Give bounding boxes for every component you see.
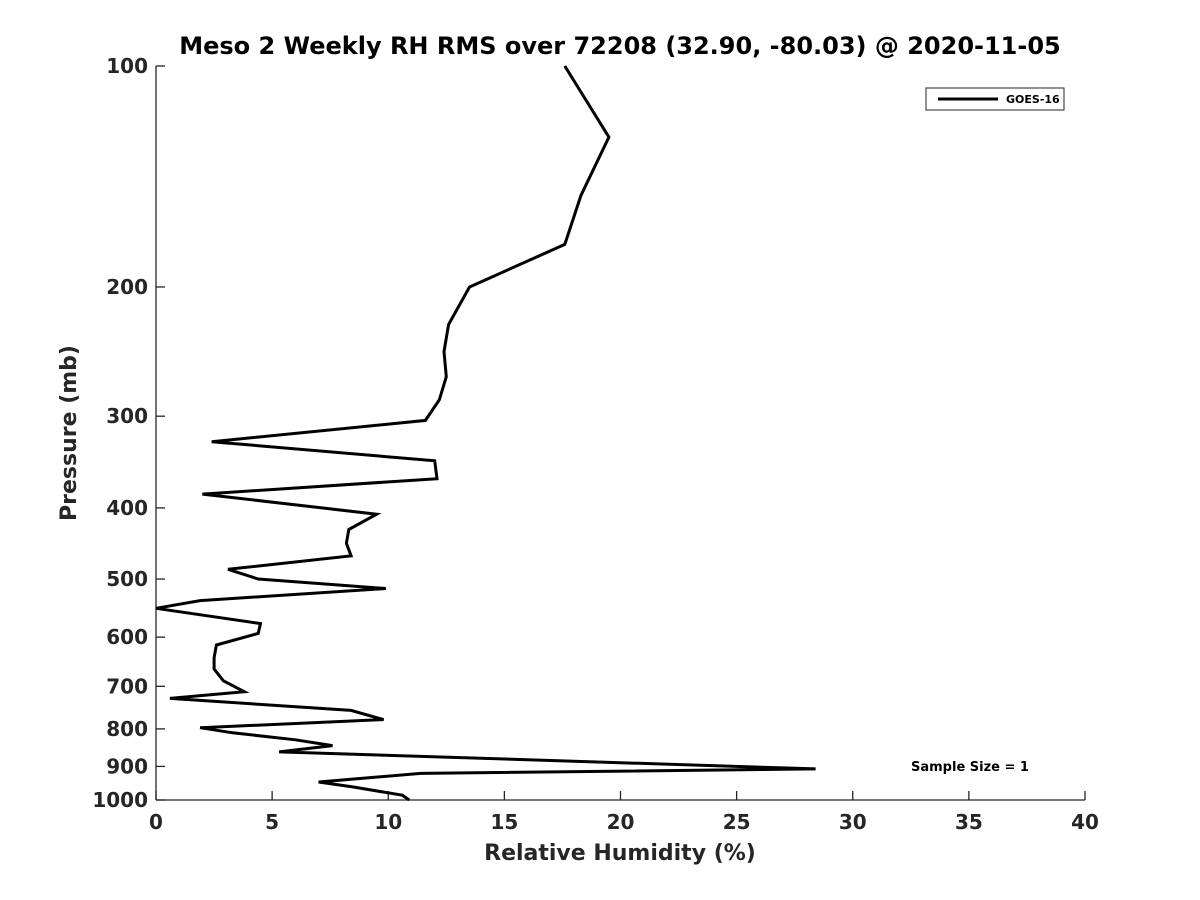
- y-tick-label: 200: [106, 275, 148, 299]
- x-tick-label: 0: [149, 810, 163, 834]
- x-axis-ticks: 0 5 10 15 20 25 30 35 40: [149, 791, 1099, 834]
- y-tick-label: 300: [106, 404, 148, 428]
- x-tick-label: 15: [490, 810, 518, 834]
- legend: GOES-16: [925, 87, 1065, 111]
- x-tick-label: 25: [723, 810, 751, 834]
- x-tick-label: 40: [1071, 810, 1099, 834]
- y-tick-label: 100: [106, 54, 148, 78]
- x-tick-label: 30: [839, 810, 867, 834]
- x-axis-label: Relative Humidity (%): [484, 841, 756, 866]
- y-tick-label: 600: [106, 625, 148, 649]
- sample-size-annotation: Sample Size = 1: [911, 760, 1029, 775]
- series-line-goes-16: [155, 65, 816, 802]
- y-axis-label: Pressure (mb): [57, 345, 82, 521]
- y-tick-label: 1000: [92, 788, 148, 812]
- x-tick-label: 10: [374, 810, 402, 834]
- legend-label: GOES-16: [1006, 93, 1060, 106]
- y-tick-label: 900: [106, 754, 148, 778]
- y-tick-label: 400: [106, 496, 148, 520]
- x-tick-label: 20: [607, 810, 635, 834]
- x-tick-label: 5: [265, 810, 279, 834]
- y-tick-label: 500: [106, 567, 148, 591]
- x-tick-label: 35: [955, 810, 983, 834]
- y-tick-label: 800: [106, 717, 148, 741]
- y-tick-label: 700: [106, 674, 148, 698]
- chart-title: Meso 2 Weekly RH RMS over 72208 (32.90, …: [179, 32, 1061, 60]
- y-axis-ticks: 100 200 300 400 500 600 700 800 900 1000: [92, 54, 165, 812]
